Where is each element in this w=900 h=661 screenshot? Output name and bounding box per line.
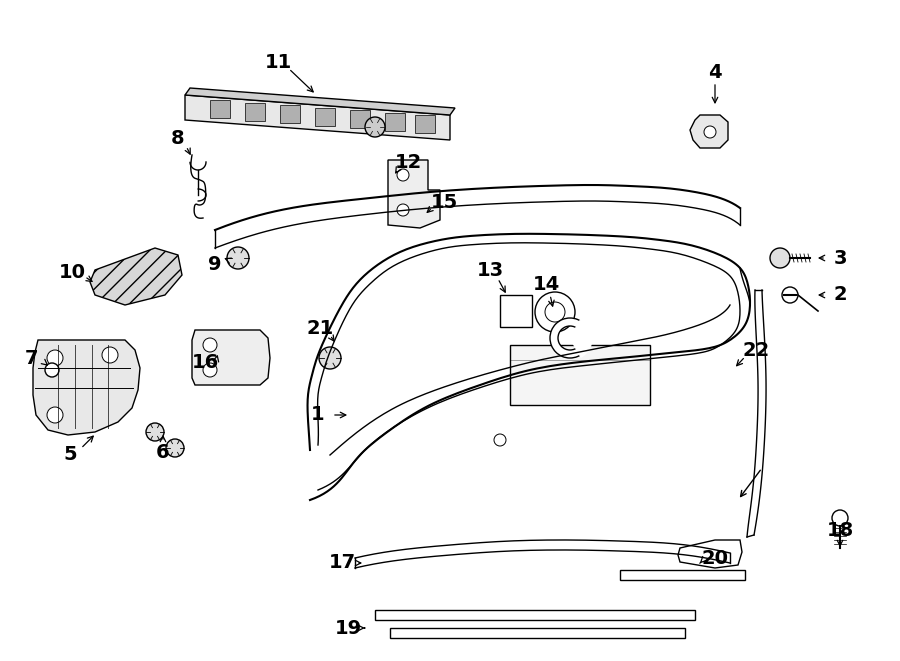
- Bar: [510, 345, 650, 405]
- Circle shape: [397, 204, 409, 216]
- Circle shape: [47, 350, 63, 366]
- Circle shape: [319, 347, 341, 369]
- Text: 22: 22: [742, 340, 770, 360]
- Text: 18: 18: [826, 520, 853, 539]
- Circle shape: [535, 292, 575, 332]
- Text: 5: 5: [63, 446, 76, 465]
- Bar: [415, 116, 435, 134]
- Circle shape: [397, 169, 409, 181]
- Polygon shape: [185, 88, 455, 115]
- Bar: [245, 102, 265, 120]
- Text: 19: 19: [335, 619, 362, 637]
- Text: 3: 3: [833, 249, 847, 268]
- Text: 13: 13: [476, 260, 504, 280]
- Wedge shape: [570, 319, 592, 357]
- Text: 10: 10: [58, 262, 86, 282]
- Text: 12: 12: [394, 153, 421, 171]
- Bar: [350, 110, 370, 128]
- Text: 17: 17: [328, 553, 356, 572]
- Bar: [390, 628, 685, 638]
- Text: 2: 2: [833, 286, 847, 305]
- Text: 14: 14: [533, 276, 560, 295]
- Text: 6: 6: [157, 442, 170, 461]
- Text: 16: 16: [192, 352, 219, 371]
- Circle shape: [782, 287, 798, 303]
- Circle shape: [45, 363, 59, 377]
- Bar: [280, 105, 300, 123]
- Bar: [375, 610, 695, 620]
- Bar: [315, 108, 335, 126]
- Circle shape: [704, 126, 716, 138]
- Circle shape: [203, 363, 217, 377]
- Bar: [500, 295, 532, 327]
- Text: 11: 11: [265, 52, 292, 71]
- Circle shape: [832, 510, 848, 526]
- Polygon shape: [690, 115, 728, 148]
- Polygon shape: [185, 95, 450, 140]
- Text: 7: 7: [25, 348, 39, 368]
- Circle shape: [227, 247, 249, 269]
- Polygon shape: [33, 340, 140, 435]
- Circle shape: [770, 248, 790, 268]
- Polygon shape: [90, 248, 182, 305]
- Polygon shape: [388, 160, 440, 228]
- Text: 1: 1: [311, 405, 325, 424]
- Circle shape: [102, 347, 118, 363]
- Bar: [210, 100, 230, 118]
- Polygon shape: [192, 330, 270, 385]
- Text: 20: 20: [701, 549, 728, 568]
- Circle shape: [47, 407, 63, 423]
- Circle shape: [365, 117, 385, 137]
- Text: 21: 21: [306, 319, 334, 338]
- Text: 9: 9: [208, 256, 221, 274]
- Polygon shape: [678, 540, 742, 568]
- Text: 15: 15: [430, 192, 457, 212]
- Bar: [385, 113, 405, 131]
- Text: 4: 4: [708, 63, 722, 81]
- Circle shape: [494, 434, 506, 446]
- Circle shape: [203, 338, 217, 352]
- Circle shape: [166, 439, 184, 457]
- Bar: [620, 570, 745, 580]
- Circle shape: [545, 302, 565, 322]
- Text: 8: 8: [171, 128, 184, 147]
- Circle shape: [146, 423, 164, 441]
